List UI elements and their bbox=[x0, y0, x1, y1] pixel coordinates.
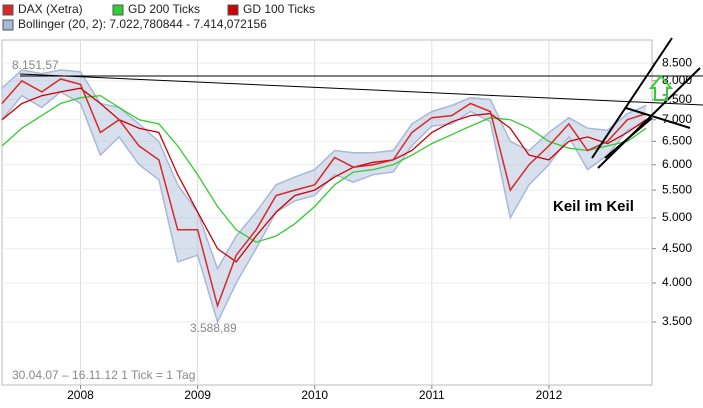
legend-label: Bollinger (20, 2): 7.022,780844 - 7.414,… bbox=[18, 17, 267, 31]
plot-frame bbox=[1, 39, 653, 386]
annotation: 30.04.07 – 16.11.12 1 Tick = 1 Tag bbox=[12, 368, 195, 382]
x-tick-label: 2012 bbox=[536, 388, 563, 402]
arrow-up bbox=[648, 74, 674, 101]
annotation: 8.151,57 bbox=[12, 58, 59, 72]
trendline bbox=[19, 73, 703, 106]
legend-label: GD 200 Ticks bbox=[128, 2, 200, 16]
x-tick-label: 2010 bbox=[301, 388, 328, 402]
legend-label: DAX (Xetra) bbox=[18, 2, 83, 16]
wedge-line bbox=[604, 117, 653, 159]
y-tick-label: 8.500 bbox=[662, 55, 692, 69]
y-tick-label: 5.500 bbox=[662, 182, 692, 196]
series-line bbox=[1, 95, 647, 243]
legend-swatch bbox=[2, 19, 14, 31]
band-lower bbox=[1, 90, 647, 325]
y-tick-label: 6.500 bbox=[662, 134, 692, 148]
legend-swatch bbox=[2, 4, 14, 16]
wedge-line bbox=[591, 37, 673, 159]
annotation: Keil im Keil bbox=[553, 198, 634, 215]
legend-swatch bbox=[112, 4, 124, 16]
y-tick-label: 3.500 bbox=[662, 314, 692, 328]
band-upper bbox=[1, 69, 647, 271]
wedge-line bbox=[597, 67, 701, 169]
series-line bbox=[1, 78, 647, 309]
x-tick-label: 2011 bbox=[419, 388, 445, 402]
legend-swatch bbox=[227, 4, 239, 16]
y-tick-label: 6.000 bbox=[662, 157, 692, 171]
y-tick-label: 7.500 bbox=[662, 92, 692, 106]
x-tick-label: 2008 bbox=[67, 388, 94, 402]
y-tick-label: 5.000 bbox=[662, 210, 692, 224]
plot: 2008 2009 2010 2011 2012 3.500 4.000 4.500 5.000… bbox=[1, 39, 692, 402]
y-tick-label: 4.500 bbox=[662, 241, 692, 255]
wedge-line bbox=[625, 107, 691, 129]
legend-label: GD 100 Ticks bbox=[243, 2, 315, 16]
annotation: 3.588,89 bbox=[190, 321, 237, 335]
series-line bbox=[1, 87, 647, 263]
x-tick-label: 2009 bbox=[184, 388, 211, 402]
y-tick-label: 4.000 bbox=[662, 275, 692, 289]
drawn-trendlines bbox=[19, 37, 703, 169]
